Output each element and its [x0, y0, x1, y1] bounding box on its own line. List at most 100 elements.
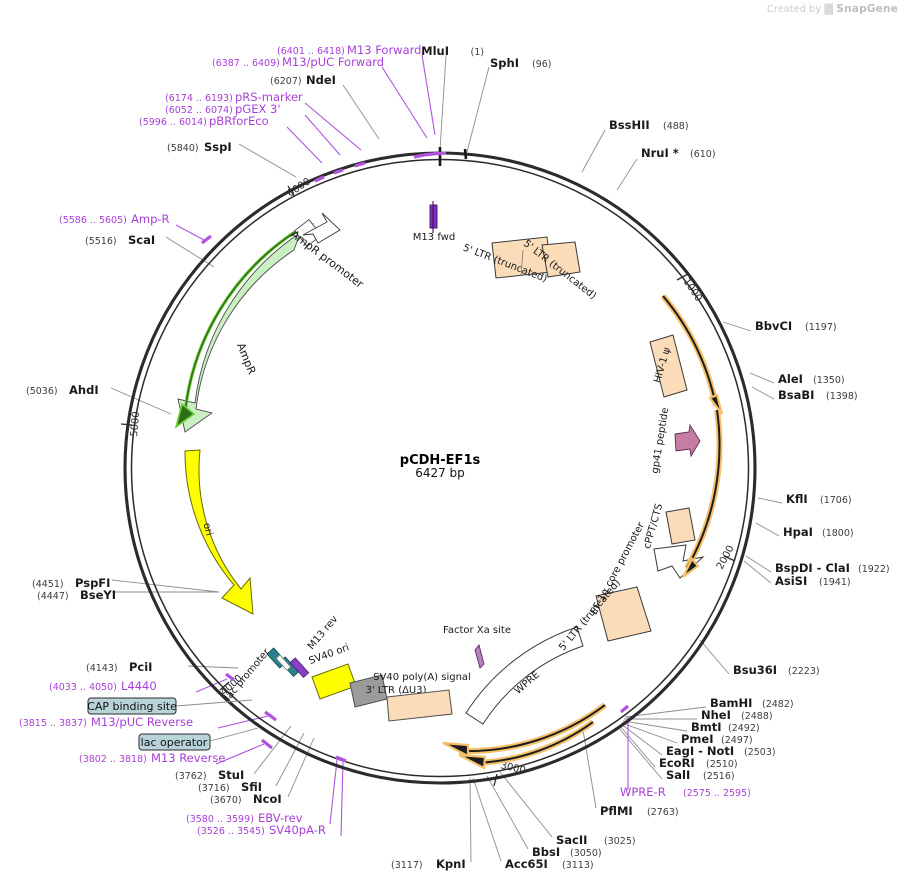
feature-factor-xa: Factor Xa site [443, 625, 511, 669]
enzyme-label-ecori[interactable]: EcoRI (2510) [659, 756, 738, 770]
enzyme-label-bsshii[interactable]: BssHII (488) [609, 118, 689, 132]
enzyme-label-pspfi[interactable]: (4451) PspFI [32, 576, 110, 590]
snapgene-watermark: Created by ▇ SnapGene [767, 2, 898, 15]
primer-label-m13-reverse[interactable]: (3802 .. 3818) M13 Reverse [79, 751, 225, 765]
enzyme-label-sfii[interactable]: (3716) SfiI [198, 780, 262, 794]
enzyme-name: SspI [204, 140, 232, 154]
enzyme-name: BbsI [532, 845, 560, 859]
feature-label-gp41: gp41 peptide [650, 407, 671, 475]
enzyme-label-sacii[interactable]: SacII (3025) [556, 833, 636, 847]
enzyme-name: NdeI [306, 73, 336, 87]
primer-label-m13-puc-reverse[interactable]: (3815 .. 3837) M13/pUC Reverse [19, 715, 193, 729]
enzyme-position: (1) [471, 47, 484, 58]
primer-site-arcs [200, 151, 630, 763]
enzyme-name: NcoI [253, 792, 282, 806]
enzyme-name: EagI - NotI [666, 744, 734, 758]
primer-label-prs-marker[interactable]: (6174 .. 6193) pRS-marker [165, 90, 303, 104]
enzyme-position: (3117) [391, 860, 423, 871]
feature-label-3ltr: 3' LTR (ΔU3) [365, 685, 426, 696]
primer-label-m13-forward[interactable]: (6401 .. 6418) M13 Forward [277, 43, 421, 57]
primer-leader-lines [175, 54, 629, 837]
enzyme-label-bsu36i[interactable]: Bsu36I (2223) [733, 663, 820, 677]
enzyme-label-mlui[interactable]: MluI (1) [421, 44, 484, 58]
enzyme-name: SacII [556, 833, 587, 847]
enzyme-label-pflmi[interactable]: PflMI (2763) [600, 804, 679, 818]
enzyme-position: (2488) [741, 711, 773, 722]
feature-cppt-cts: cPPT/CTS [642, 502, 696, 550]
primer-name: M13 Forward [347, 43, 421, 57]
enzyme-position: (2503) [744, 747, 776, 758]
enzyme-label-pcii[interactable]: (4143) PciI [86, 660, 152, 674]
enzyme-position: (2763) [647, 807, 679, 818]
enzyme-label-sali[interactable]: SalI (2516) [666, 768, 735, 782]
enzyme-position: (488) [663, 121, 689, 132]
primer-label-amp-r[interactable]: (5586 .. 5605) Amp-R [59, 212, 170, 226]
primer-name: L4440 [121, 679, 157, 693]
enzyme-label-eagi-noti[interactable]: EagI - NotI (2503) [666, 744, 776, 758]
enzyme-name: BssHII [609, 118, 650, 132]
primer-label-m13-puc-forward[interactable]: (6387 .. 6409) M13/pUC Forward [212, 55, 384, 69]
enzyme-position: (3025) [604, 836, 636, 847]
primer-label-ebv-rev[interactable]: (3580 .. 3599) EBV-rev [186, 811, 303, 825]
ruler-tick-label: 6000 [286, 176, 313, 199]
enzyme-position: (1398) [826, 391, 858, 402]
primer-label-pbrforeco[interactable]: (5996 .. 6014) pBRforEco [139, 114, 269, 128]
enzyme-position: (1706) [820, 495, 852, 506]
enzyme-label-asisi[interactable]: AsiSI (1941) [775, 574, 851, 588]
primer-label-wpre-r[interactable]: WPRE-R (2575 .. 2595) [620, 785, 751, 799]
enzyme-label-scai[interactable]: (5516) ScaI [85, 233, 155, 247]
ruler-tick-label: 5000 [129, 411, 142, 437]
feature-wpre: WPRE [465, 626, 584, 725]
enzyme-name: AsiSI [775, 574, 807, 588]
enzyme-label-bbvci[interactable]: BbvCI (1197) [755, 319, 837, 333]
primer-range: (2575 .. 2595) [683, 788, 751, 799]
primer-labels: (6401 .. 6418) M13 Forward (6387 .. 6409… [19, 43, 751, 837]
enzyme-name: SfiI [241, 780, 262, 794]
feature-label-m13-fwd: M13 fwd [413, 232, 455, 243]
enzyme-label-bsabi[interactable]: BsaBI (1398) [778, 388, 858, 402]
enzyme-position: (3050) [570, 848, 602, 859]
enzyme-name: KflI [786, 492, 808, 506]
enzyme-label-acc65i[interactable]: Acc65I (3113) [505, 857, 594, 871]
enzyme-label-kpni[interactable]: (3117) KpnI [391, 857, 466, 871]
primer-name: M13 Reverse [151, 751, 225, 765]
enzyme-label-stui[interactable]: (3762) StuI [175, 768, 244, 782]
enzyme-position: (5840) [167, 143, 199, 154]
ruler-tick-6000: 6000 [286, 176, 313, 199]
enzyme-name: PspFI [75, 576, 110, 590]
inner-orange-arcs [442, 294, 724, 770]
primer-label-l4440[interactable]: (4033 .. 4050) L4440 [49, 679, 157, 693]
enzyme-label-ndei[interactable]: (6207) NdeI [270, 73, 336, 87]
enzyme-label-nhei[interactable]: NheI (2488) [701, 708, 773, 722]
enzyme-label-sspi[interactable]: (5840) SspI [167, 140, 232, 154]
enzyme-position: (96) [532, 59, 552, 70]
enzyme-position: (4143) [86, 663, 118, 674]
enzyme-label-bspdi-clai[interactable]: BspDI - ClaI (1922) [775, 561, 890, 575]
enzyme-position: (2497) [721, 735, 753, 746]
primer-label-sv40pa-r[interactable]: (3526 .. 3545) SV40pA-R [197, 823, 326, 837]
primer-range: (5586 .. 5605) [59, 215, 127, 226]
enzyme-position: (2510) [706, 759, 738, 770]
primer-name: pBRforEco [209, 114, 269, 128]
enzyme-label-bamhi[interactable]: BamHI (2482) [710, 696, 794, 710]
enzyme-label-hpai[interactable]: HpaI (1800) [783, 525, 854, 539]
enzyme-label-nrui[interactable]: NruI * (610) [641, 146, 716, 160]
enzyme-label-alei[interactable]: AleI (1350) [778, 372, 845, 386]
boxed-feature-lac-operator[interactable]: lac operator [138, 727, 259, 751]
enzyme-label-ncoi[interactable]: (3670) NcoI [210, 792, 282, 806]
watermark-brand: SnapGene [836, 3, 898, 15]
enzyme-label-bseyi[interactable]: (4447) BseYI [37, 588, 116, 602]
enzyme-label-kfli[interactable]: KflI (1706) [786, 492, 852, 506]
enzyme-label-pmei[interactable]: PmeI (2497) [681, 732, 753, 746]
enzyme-name: PmeI [681, 732, 714, 746]
enzyme-label-ahdi[interactable]: (5036) AhdI [26, 383, 99, 397]
enzyme-label-sphi[interactable]: SphI (96) [490, 56, 552, 70]
restriction-site-ticks [438, 147, 468, 166]
primer-label-pgex-3[interactable]: (6052 .. 6074) pGEX 3' [165, 102, 281, 116]
boxed-feature-cap-binding-site[interactable]: CAP binding site [87, 697, 253, 715]
enzyme-position: (2482) [762, 699, 794, 710]
enzyme-label-bbsi[interactable]: BbsI (3050) [532, 845, 602, 859]
ruler-tick-3000: 3000 [493, 760, 527, 787]
enzyme-label-bmti[interactable]: BmtI (2492) [691, 720, 760, 734]
